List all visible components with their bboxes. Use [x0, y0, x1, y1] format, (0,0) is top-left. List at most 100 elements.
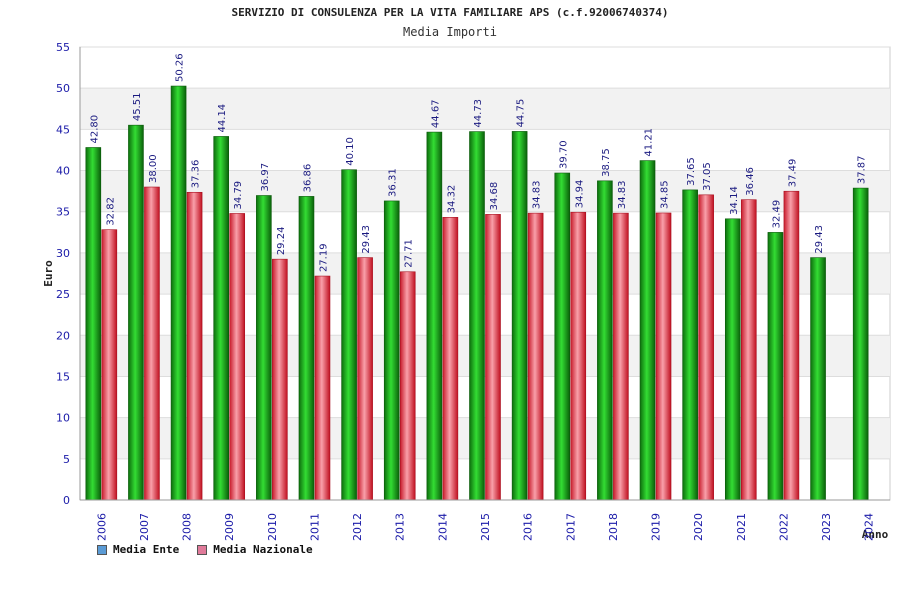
bar-media-nazionale [485, 214, 501, 501]
bar-media-ente [554, 172, 571, 501]
data-label: 37.49 [787, 159, 798, 188]
y-tick-label: 0 [63, 494, 70, 507]
data-label: 34.83 [617, 180, 628, 209]
bar-media-ente [426, 131, 443, 501]
data-label: 44.67 [430, 99, 441, 128]
y-tick-label: 30 [56, 247, 70, 260]
bar-media-nazionale [399, 271, 416, 501]
data-label: 34.14 [729, 186, 740, 215]
bar-media-ente [298, 196, 315, 501]
data-label: 45.51 [132, 93, 143, 122]
x-tick-label: 2011 [308, 513, 321, 541]
legend-swatch-media-nazionale [197, 544, 208, 555]
x-tick-label: 2010 [266, 513, 279, 541]
grid-band [80, 88, 890, 130]
data-label: 29.24 [276, 227, 287, 256]
bar-media-nazionale [527, 212, 544, 501]
x-tick-label: 2019 [650, 513, 663, 541]
bar-media-ente [170, 85, 187, 501]
bar-media-ente [469, 131, 485, 501]
x-tick-label: 2006 [95, 513, 108, 541]
bar-media-nazionale [101, 229, 118, 501]
data-label: 37.87 [857, 155, 868, 184]
data-label: 38.75 [601, 148, 612, 177]
data-label: 34.85 [660, 180, 671, 209]
bar-media-nazionale [357, 257, 373, 501]
bar-media-nazionale [783, 190, 800, 501]
bar-media-ente [128, 124, 144, 501]
data-label: 39.70 [558, 140, 569, 169]
data-label: 37.36 [191, 160, 202, 189]
data-label: 34.83 [532, 180, 543, 209]
data-label: 29.43 [361, 225, 372, 254]
data-label: 44.73 [473, 99, 484, 128]
x-tick-label: 2014 [436, 513, 449, 541]
legend-label-media-nazionale: Media Nazionale [213, 543, 313, 556]
data-label: 50.26 [175, 53, 186, 82]
bar-media-ente [383, 200, 400, 501]
bar-media-nazionale [144, 186, 160, 501]
chart-title: SERVIZIO DI CONSULENZA PER LA VITA FAMIL… [231, 6, 669, 19]
bar-media-nazionale [570, 211, 587, 501]
chart-subtitle: Media Importi [403, 25, 497, 39]
y-tick-label: 10 [56, 412, 70, 425]
bar-media-ente [639, 160, 656, 501]
bar-media-nazionale [442, 217, 459, 501]
data-label: 32.82 [105, 197, 116, 226]
data-label: 38.00 [148, 154, 159, 183]
x-tick-label: 2022 [777, 513, 790, 541]
data-label: 36.46 [745, 167, 756, 196]
data-label: 41.21 [644, 128, 655, 157]
data-label: 27.19 [318, 243, 329, 272]
data-label: 37.05 [702, 162, 713, 191]
data-label: 34.68 [489, 182, 500, 211]
bar-media-ente [511, 131, 528, 501]
bar-media-nazionale [229, 213, 246, 501]
x-tick-label: 2007 [138, 513, 151, 541]
legend: Media Ente Media Nazionale [97, 543, 313, 556]
data-label: 36.31 [388, 168, 399, 197]
y-tick-label: 25 [56, 288, 70, 301]
bar-media-ente [810, 257, 826, 501]
bar-media-nazionale [613, 212, 629, 501]
y-tick-label: 5 [63, 453, 70, 466]
bar-media-ente [724, 218, 741, 501]
x-tick-label: 2012 [351, 513, 364, 541]
x-tick-label: 2023 [820, 513, 833, 541]
bar-media-nazionale [186, 191, 203, 501]
bar-media-nazionale [740, 199, 757, 501]
data-label: 32.49 [771, 200, 782, 229]
y-tick-label: 45 [56, 123, 70, 136]
x-tick-label: 2009 [223, 513, 236, 541]
data-label: 34.94 [574, 180, 585, 209]
legend-item-media-nazionale: Media Nazionale [197, 543, 313, 556]
y-tick-label: 15 [56, 370, 70, 383]
bar-media-ente [767, 232, 784, 501]
x-tick-label: 2020 [692, 513, 705, 541]
x-tick-label: 2016 [522, 513, 535, 541]
bar-media-nazionale [698, 194, 714, 501]
y-tick-label: 50 [56, 82, 70, 95]
x-tick-label: 2017 [564, 513, 577, 541]
y-tick-label: 35 [56, 206, 70, 219]
x-tick-label: 2021 [735, 513, 748, 541]
x-tick-label: 2024 [863, 513, 876, 541]
y-tick-label: 40 [56, 165, 70, 178]
bar-media-ente [852, 187, 869, 501]
bar-media-ente [597, 180, 613, 501]
bar-media-ente [256, 195, 272, 501]
data-label: 40.10 [345, 137, 356, 166]
data-label: 36.86 [302, 164, 313, 193]
data-label: 34.32 [446, 185, 457, 214]
bar-media-ente [85, 147, 102, 501]
data-label: 37.65 [686, 157, 697, 186]
y-tick-label: 55 [56, 41, 70, 54]
data-label: 36.97 [260, 163, 271, 192]
data-label: 29.43 [814, 225, 825, 254]
x-tick-label: 2008 [181, 513, 194, 541]
x-tick-label: 2018 [607, 513, 620, 541]
bar-media-nazionale [272, 258, 288, 501]
data-label: 34.79 [233, 181, 244, 210]
legend-swatch-media-ente [97, 544, 107, 555]
